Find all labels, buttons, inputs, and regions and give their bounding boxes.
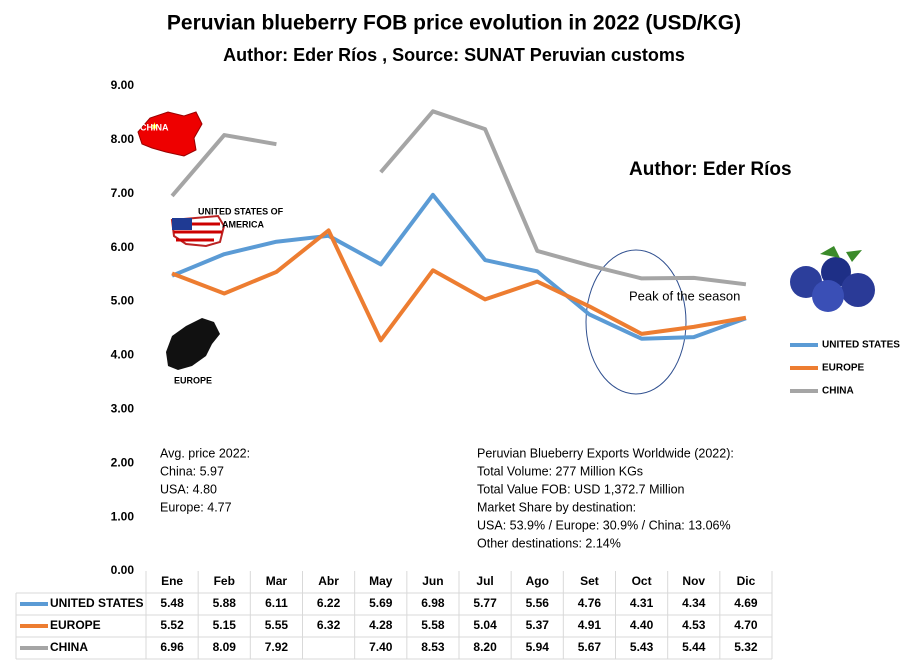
china-map: ★ [137,111,203,157]
map-label: UNITED STATES OF [198,206,284,216]
legend-label: CHINA [822,386,854,397]
table-cell: 6.11 [265,596,288,610]
y-tick-label: 2.00 [111,455,135,469]
table-cell: 5.43 [630,640,654,654]
y-tick-label: 4.00 [111,348,135,362]
table-cell: 5.44 [682,640,706,654]
exports-note: Total Value FOB: USD 1,372.7 Million [477,482,685,496]
table-cell: 4.70 [734,618,758,632]
chart-subtitle: Author: Eder Ríos , Source: SUNAT Peruvi… [223,45,685,65]
europe-map [166,318,220,370]
table-cell: 5.56 [526,596,550,610]
table-cell: 5.69 [369,596,393,610]
x-tick-label: Nov [682,574,705,588]
y-tick-label: 5.00 [111,294,135,308]
x-tick-label: Jun [422,574,443,588]
table-cell: 5.58 [421,618,445,632]
svg-text:★: ★ [150,122,159,133]
table-cell: 5.94 [526,640,550,654]
y-tick-label: 1.00 [111,509,135,523]
map-label: EUROPE [174,375,212,385]
x-tick-label: Jul [476,574,493,588]
series-line [171,228,747,343]
table-row-label: EUROPE [50,618,101,632]
exports-note: Total Volume: 277 Million KGs [477,464,643,478]
y-tick-label: 7.00 [111,186,135,200]
table-cell: 5.55 [265,618,289,632]
table-cell: 5.67 [578,640,602,654]
peak-highlight [585,249,687,395]
chart-title: Peruvian blueberry FOB price evolution i… [167,12,741,35]
x-tick-label: Mar [266,574,288,588]
table-cell: 5.48 [160,596,184,610]
x-tick-label: May [369,574,393,588]
x-tick-label: Dic [737,574,756,588]
table-cell: 4.28 [369,618,393,632]
table-cell: 4.40 [630,618,654,632]
exports-note: USA: 53.9% / Europe: 30.9% / China: 13.0… [477,518,731,532]
legend-label: UNITED STATES [822,340,900,351]
table-cell: 8.53 [421,640,445,654]
table-cell: 8.09 [213,640,237,654]
y-tick-label: 9.00 [111,78,135,92]
table-cell: 4.53 [682,618,706,632]
author-note: Author: Eder Ríos [629,159,792,180]
y-tick-label: 3.00 [111,402,135,416]
table-cell: 4.34 [682,596,706,610]
table-row-label: UNITED STATES [50,596,144,610]
table-cell: 6.96 [160,640,184,654]
table-cell: 5.37 [526,618,550,632]
table-cell: 4.31 [630,596,654,610]
table-cell: 5.15 [213,618,237,632]
table-cell: 6.22 [317,596,341,610]
x-tick-label: Ene [161,574,183,588]
table-cell: 5.32 [734,640,758,654]
y-tick-label: 6.00 [111,240,135,254]
table-cell: 7.40 [369,640,393,654]
table-cell: 7.92 [265,640,289,654]
series-line [170,109,747,287]
x-tick-label: Feb [214,574,235,588]
series-line [171,192,747,341]
exports-note: Market Share by destination: [477,500,636,514]
legend-label: EUROPE [822,363,865,374]
x-tick-label: Oct [632,574,652,588]
avg-price-note: Europe: 4.77 [160,500,232,514]
map-label: CHINA [140,122,169,132]
table-cell: 5.04 [473,618,497,632]
x-tick-label: Ago [526,574,549,588]
table-cell: 4.69 [734,596,758,610]
avg-price-note: USA: 4.80 [160,482,217,496]
avg-price-note: China: 5.97 [160,464,224,478]
y-tick-label: 0.00 [111,563,135,577]
table-cell: 4.91 [578,618,602,632]
table-row-label: CHINA [50,640,88,654]
table-cell: 6.98 [421,596,445,610]
exports-note: Peruvian Blueberry Exports Worldwide (20… [477,446,734,460]
y-tick-label: 8.00 [111,132,135,146]
table-cell: 5.88 [213,596,237,610]
table-cell: 8.20 [473,640,497,654]
avg-price-note: Avg. price 2022: [160,446,250,460]
table-cell: 4.76 [578,596,602,610]
peak-label: Peak of the season [629,288,740,303]
x-tick-label: Abr [318,574,339,588]
x-tick-label: Set [580,574,599,588]
exports-note: Other destinations: 2.14% [477,536,621,550]
table-cell: 5.77 [473,596,497,610]
table-cell: 5.52 [160,618,184,632]
usa-flag-map [170,214,226,248]
map-label: AMERICA [222,219,264,229]
table-cell: 6.32 [317,618,341,632]
blueberries [790,246,875,312]
